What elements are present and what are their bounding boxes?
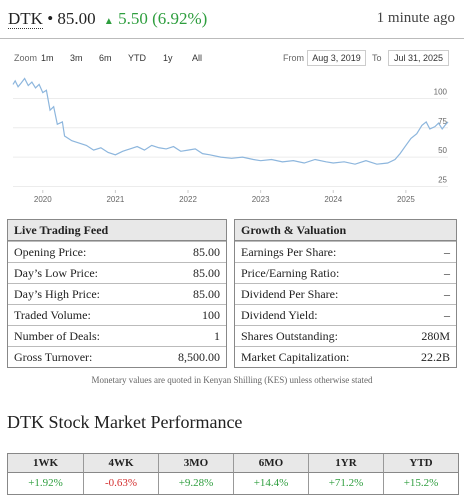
row-value: 85.00 (193, 266, 220, 280)
table-row: Opening Price: 85.00 (8, 241, 226, 262)
to-label: To (372, 53, 382, 63)
divider (0, 38, 464, 39)
zoom-button[interactable]: 1y (163, 53, 173, 63)
table-title: Growth & Valuation (235, 220, 456, 241)
table-row: Market Capitalization: 22.2B (235, 346, 456, 367)
x-tick-label: 2025 (397, 195, 415, 204)
from-label: From (283, 53, 304, 63)
y-tick-label: 50 (438, 146, 447, 155)
table-row: Day’s High Price: 85.00 (8, 283, 226, 304)
period-header: 1WK (8, 454, 83, 473)
table-row: Shares Outstanding: 280M (235, 325, 456, 346)
x-tick-label: 2020 (34, 195, 52, 204)
price-change: 5.50 (6.92%) (118, 9, 208, 28)
trading-table: Live Trading Feed Opening Price: 85.00 Day’… (7, 219, 227, 368)
period-change: +14.4% (233, 473, 308, 494)
row-value: – (444, 266, 450, 280)
up-arrow: ▲ (103, 16, 114, 27)
zoom-label: Zoom (14, 53, 38, 63)
row-label: Dividend Per Share: (241, 287, 339, 301)
row-label: Number of Deals: (14, 329, 100, 343)
x-tick-label: 2024 (324, 195, 342, 204)
row-label: Dividend Yield: (241, 308, 318, 322)
row-label: Opening Price: (14, 245, 87, 259)
period-change: +71.2% (308, 473, 383, 494)
table-row: Dividend Yield: – (235, 304, 456, 325)
y-tick-label: 75 (438, 117, 447, 126)
zoom-button[interactable]: YTD (128, 53, 146, 63)
valuation-table: Growth & Valuation Earnings Per Share: – Pr… (234, 219, 457, 368)
table-row: Dividend Per Share: – (235, 283, 456, 304)
zoom-button[interactable]: 1m (41, 53, 54, 63)
x-tick-label: 2023 (252, 195, 270, 204)
table-row: Earnings Per Share: – (235, 241, 456, 262)
table-row: Traded Volume: 100 (8, 304, 226, 325)
performance-table: 1WK 4WK 3MO 6MO 1YR YTD +1.92% -0.63% +9.28% +14.… (7, 453, 459, 495)
period-change: +1.92% (28, 477, 63, 489)
row-value: 85.00 (193, 245, 220, 259)
period-header: 4WK (83, 454, 158, 473)
footnote: Monetary values are quoted in Kenyan Shi… (91, 375, 373, 385)
row-value: 8,500.00 (178, 350, 220, 364)
row-label: Gross Turnover: (14, 350, 93, 364)
row-label: Shares Outstanding: (241, 329, 338, 343)
row-value: – (444, 245, 450, 259)
price-chart: 25 50 75 100 2020 2021 2022 2023 2024 2025 (12, 77, 449, 204)
period-change: -0.63% (83, 473, 158, 494)
table-title: Live Trading Feed (8, 220, 226, 241)
y-tick-label: 100 (434, 87, 448, 96)
row-label: Day’s High Price: (14, 287, 100, 301)
row-value: 280M (421, 329, 450, 343)
row-value: 100 (202, 308, 220, 322)
row-value: 1 (214, 329, 220, 343)
zoom-button[interactable]: 3m (70, 53, 83, 63)
to-date[interactable]: Jul 31, 2025 (388, 50, 449, 66)
quote-header: DTK • 85.00 ▲ 5.50 (6.92%) (8, 9, 208, 29)
period-header: 6MO (233, 454, 308, 473)
performance-title: DTK Stock Market Performance (7, 412, 243, 432)
table-row: Price/Earning Ratio: – (235, 262, 456, 283)
row-label: Day’s Low Price: (14, 266, 98, 280)
x-tick-label: 2022 (179, 195, 197, 204)
period-header: 1YR (308, 454, 383, 473)
period-header: 3MO (158, 454, 233, 473)
row-value: – (444, 287, 450, 301)
period-header: YTD (383, 454, 458, 473)
row-value: 85.00 (193, 287, 220, 301)
row-label: Traded Volume: (14, 308, 91, 322)
zoom-button[interactable]: 6m (99, 53, 112, 63)
table-row: Day’s Low Price: 85.00 (8, 262, 226, 283)
price: 85.00 (57, 9, 96, 28)
table-row: Gross Turnover: 8,500.00 (8, 346, 226, 367)
row-label: Price/Earning Ratio: (241, 266, 340, 280)
row-label: Market Capitalization: (241, 350, 350, 364)
row-label: Earnings Per Share: (241, 245, 337, 259)
table-row: Number of Deals: 1 (8, 325, 226, 346)
period-change: +9.28% (158, 473, 233, 494)
period-change: +15.2% (383, 473, 458, 494)
from-date[interactable]: Aug 3, 2019 (307, 50, 366, 66)
updated-time: 1 minute ago (376, 10, 455, 26)
zoom-button[interactable]: All (192, 53, 203, 63)
price-line (12, 77, 449, 165)
x-tick-label: 2021 (106, 195, 124, 204)
y-tick-label: 25 (438, 175, 447, 184)
row-value: – (444, 308, 450, 322)
ticker: DTK (8, 9, 43, 29)
row-value: 22.2B (420, 350, 450, 364)
